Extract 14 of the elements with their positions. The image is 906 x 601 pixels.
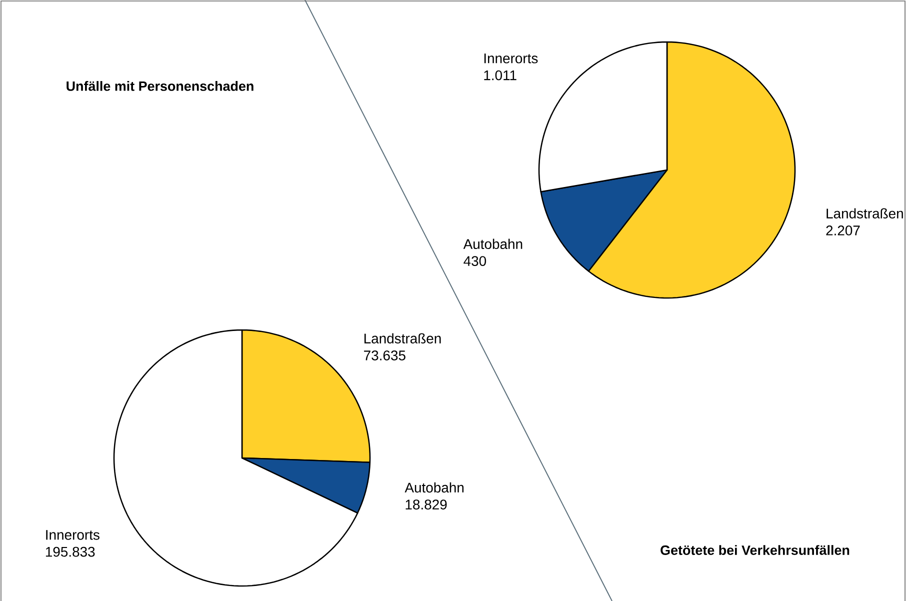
data-label: 2.207 [826,226,860,236]
data-label: 73.635 [364,350,406,360]
slice-label: Landstraßen [364,333,441,344]
data-label: 430 [464,256,486,266]
chart-title: Unfälle mit Personenschaden [66,81,254,91]
slice-label: Innerorts [484,54,538,64]
slice-label: Innerorts [46,530,100,540]
data-label: 195.833 [46,546,95,557]
slice-label: Autobahn [463,238,522,250]
data-label: 18.829 [406,500,447,510]
slice-label: Landstraßen [826,208,903,218]
data-label: 1.011 [484,70,516,80]
slice-label: Autobahn [404,482,464,493]
text: Getötete bei Verkehrsunfällen [660,545,850,555]
